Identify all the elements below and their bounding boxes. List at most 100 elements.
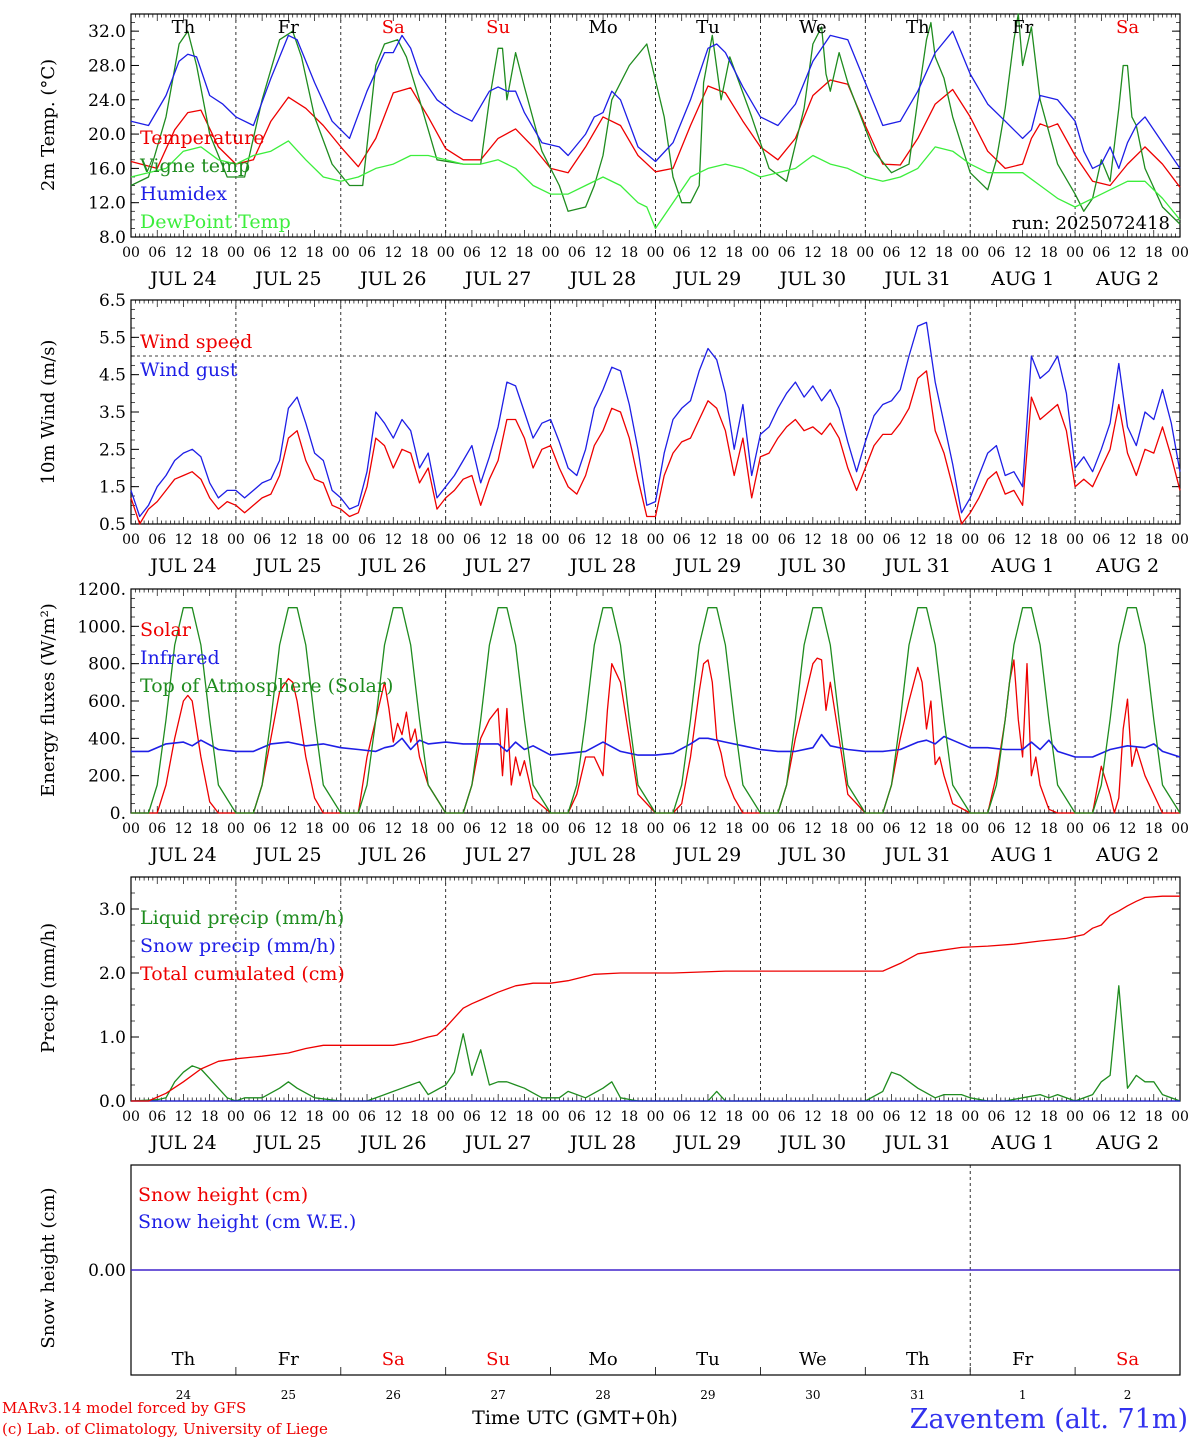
y-tick-label: 6.5 <box>99 291 126 311</box>
hour-label: 00 <box>961 245 979 261</box>
hour-label: 00 <box>961 821 979 837</box>
credit-line-2: (c) Lab. of Climatology, University of L… <box>2 1420 328 1438</box>
hour-label: 12 <box>175 245 193 261</box>
hour-label: 18 <box>201 1109 219 1125</box>
hour-label: 18 <box>201 821 219 837</box>
series-line-top-of-atmosphere-solar- <box>131 607 1181 814</box>
series-line-vigne-temp <box>130 13 1181 225</box>
date-label: AUG 2 <box>1095 844 1159 866</box>
date-label: JUL 27 <box>463 268 531 290</box>
hour-label: 00 <box>542 245 560 261</box>
date-label: JUL 25 <box>253 1132 321 1154</box>
hour-label: 00 <box>647 532 665 548</box>
hour-label: 06 <box>1092 821 1110 837</box>
hour-label: 00 <box>1066 245 1084 261</box>
hour-label: 06 <box>253 532 271 548</box>
date-label: JUL 28 <box>568 555 636 577</box>
day-name: Tu <box>696 17 720 38</box>
date-label: JUL 30 <box>778 268 846 290</box>
hour-label: 12 <box>909 821 927 837</box>
date-label: JUL 25 <box>253 555 321 577</box>
y-tick-label: 8.0 <box>99 228 126 248</box>
day-name: Fr <box>1012 17 1033 38</box>
hour-label: 06 <box>148 245 166 261</box>
hour-label: 06 <box>568 245 586 261</box>
date-label: JUL 29 <box>673 268 741 290</box>
hour-label: 18 <box>306 821 324 837</box>
hour-label: 06 <box>988 821 1006 837</box>
y-tick-label: 600. <box>88 692 126 712</box>
y-tick-label: 28.0 <box>88 56 126 76</box>
hour-label: 06 <box>778 532 796 548</box>
y-axis-label: Precip (mm/h) <box>38 923 59 1053</box>
day-number: 27 <box>491 1388 506 1402</box>
hour-label: 18 <box>620 245 638 261</box>
legend-entry: Wind gust <box>140 359 238 381</box>
hour-label: 12 <box>279 245 297 261</box>
day-name: Mo <box>588 1349 617 1370</box>
hour-label: 12 <box>804 821 822 837</box>
panel-2 <box>130 299 1181 525</box>
y-tick-label: 1.0 <box>99 1028 126 1048</box>
hour-label: 06 <box>253 1109 271 1125</box>
legend-entry: Snow precip (mm/h) <box>140 935 336 957</box>
date-label: JUL 27 <box>463 555 531 577</box>
date-label: AUG 2 <box>1095 555 1159 577</box>
hour-label: 18 <box>935 245 953 261</box>
hour-label: 12 <box>1119 245 1137 261</box>
day-number: 29 <box>700 1388 715 1402</box>
day-number: 2 <box>1124 1388 1132 1402</box>
hour-label: 06 <box>463 1109 481 1125</box>
series-line-liquid-precip-mm-h- <box>130 985 1181 1102</box>
hour-label: 00 <box>332 532 350 548</box>
y-axis-label: 2m Temp. (°C) <box>38 59 59 191</box>
date-label: AUG 1 <box>990 844 1054 866</box>
panel-frame <box>130 13 1181 238</box>
day-name: Sa <box>1116 1349 1139 1370</box>
series-line-wind-gust <box>130 321 1181 518</box>
hour-label: 06 <box>778 821 796 837</box>
legend-entry: Temperature <box>140 127 264 149</box>
y-tick-label: 1200. <box>77 580 126 600</box>
hour-label: 00 <box>856 532 874 548</box>
series-line-solar <box>131 657 1180 814</box>
hour-label: 00 <box>542 1109 560 1125</box>
date-label: JUL 26 <box>358 555 426 577</box>
hour-label: 18 <box>830 1109 848 1125</box>
hour-label: 12 <box>594 1109 612 1125</box>
hour-label: 18 <box>1040 532 1058 548</box>
hour-label: 12 <box>1119 532 1137 548</box>
date-label: JUL 31 <box>883 268 951 290</box>
hour-label: 18 <box>620 821 638 837</box>
day-number: 25 <box>281 1388 296 1402</box>
hour-label: 18 <box>725 1109 743 1125</box>
hour-label: 12 <box>175 1109 193 1125</box>
location-label: Zaventem (alt. 71m) <box>910 1404 1188 1435</box>
panel-1 <box>130 13 1181 238</box>
date-label: JUL 24 <box>148 555 216 577</box>
hour-label: 00 <box>122 532 140 548</box>
legend-entry: DewPoint Temp <box>140 211 291 233</box>
day-name: Su <box>486 1349 510 1370</box>
hour-label: 06 <box>778 1109 796 1125</box>
series-line-humidex <box>130 30 1181 170</box>
credit-line-1: MARv3.14 model forced by GFS <box>2 1399 246 1417</box>
hour-label: 18 <box>411 821 429 837</box>
hour-label: 00 <box>437 532 455 548</box>
hour-label: 00 <box>751 1109 769 1125</box>
y-tick-label: 200. <box>88 767 126 787</box>
y-axis-label: 10m Wind (m/s) <box>38 340 59 485</box>
date-label: JUL 25 <box>253 268 321 290</box>
hour-label: 06 <box>148 1109 166 1125</box>
hour-label: 00 <box>1171 821 1189 837</box>
day-name: Mo <box>588 17 617 38</box>
hour-label: 18 <box>725 532 743 548</box>
hour-label: 06 <box>253 821 271 837</box>
date-label: JUL 30 <box>778 1132 846 1154</box>
hour-label: 06 <box>463 532 481 548</box>
hour-label: 18 <box>201 245 219 261</box>
hour-label: 12 <box>804 532 822 548</box>
legend-entry: Vigne temp <box>139 155 250 177</box>
hour-label: 00 <box>227 821 245 837</box>
